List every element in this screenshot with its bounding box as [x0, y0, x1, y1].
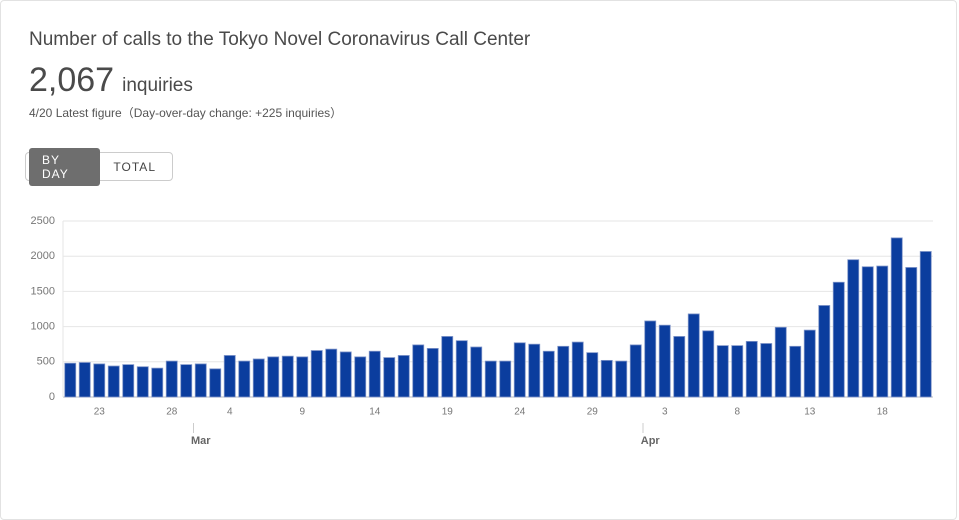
bar [716, 345, 729, 398]
by-day-button[interactable]: BY DAY [29, 147, 101, 186]
bar [876, 265, 889, 398]
bar [267, 356, 280, 398]
chart: 0 500 1000 1500 2000 2500 23 28 Mar 4 9 14 19 24 29 Apr… [31, 215, 933, 447]
bar [252, 358, 265, 398]
x-tick-label: 19 [442, 407, 454, 418]
y-tick-label: 2000 [31, 250, 55, 262]
bar [151, 367, 164, 398]
x-tick-label: 4 [227, 407, 233, 418]
bar [281, 355, 294, 398]
x-tick-label: 13 [804, 407, 816, 418]
total-button[interactable]: TOTAL [113, 159, 156, 174]
x-tick-label: 14 [369, 407, 381, 418]
x-tick-label: 9 [299, 407, 305, 418]
y-tick-label: 2500 [31, 215, 55, 227]
x-tick-label: 3 [662, 407, 668, 418]
x-tick-label: 8 [734, 407, 740, 418]
x-tick-label: 18 [877, 407, 889, 418]
bar [847, 259, 860, 398]
bar [368, 350, 381, 398]
bar [64, 362, 77, 398]
x-tick-label: 24 [514, 407, 526, 418]
bar [890, 237, 903, 398]
bar [658, 324, 671, 398]
bar [702, 330, 715, 398]
bar [455, 340, 468, 398]
bar [905, 267, 918, 398]
figure: 2,067 inquiries [29, 61, 193, 100]
bar [325, 348, 338, 398]
y-tick-label: 1500 [31, 285, 55, 297]
bar [122, 364, 135, 398]
bar [165, 360, 178, 398]
bar [78, 362, 91, 398]
bar [397, 355, 410, 398]
bar [557, 345, 570, 398]
x-tick-label: 28 [166, 407, 178, 418]
bar [789, 345, 802, 398]
bar [470, 346, 483, 398]
bar [818, 305, 831, 398]
bar [194, 363, 207, 398]
bar [774, 326, 787, 398]
bar [354, 356, 367, 398]
bar [615, 360, 628, 398]
y-tick-label: 0 [49, 391, 55, 403]
bar [339, 351, 352, 398]
bar [803, 329, 816, 398]
bar [441, 336, 454, 398]
y-tick-label: 500 [37, 356, 55, 368]
bar [571, 341, 584, 398]
bar [673, 336, 686, 398]
note: 4/20 Latest figure（Day-over-day change: … [29, 106, 343, 120]
bar [919, 251, 932, 398]
bar [223, 355, 236, 398]
title: Number of calls to the Tokyo Novel Coron… [29, 29, 531, 50]
bar [629, 344, 642, 398]
bar [861, 266, 874, 398]
bar [426, 348, 439, 398]
bar [745, 340, 758, 398]
figure-unit: inquiries [122, 75, 193, 96]
y-tick-label: 1000 [31, 321, 55, 333]
bar [687, 313, 700, 398]
bar [412, 344, 425, 398]
bar [499, 360, 512, 398]
bar [296, 356, 309, 398]
bar [832, 281, 845, 398]
month-label: Apr [641, 435, 661, 447]
month-label: Mar [191, 435, 211, 447]
bar [93, 363, 106, 398]
bar [731, 345, 744, 398]
bar [310, 350, 323, 398]
bar [107, 365, 120, 398]
bar [644, 320, 657, 398]
bar [513, 342, 526, 398]
toggle: BY DAY TOTAL [25, 147, 173, 186]
bar [238, 360, 251, 398]
bar [484, 360, 497, 398]
bar [542, 350, 555, 398]
bar [586, 352, 599, 398]
bar [136, 366, 149, 398]
bar [528, 343, 541, 398]
x-tick-label: 23 [94, 407, 106, 418]
x-tick-label: 29 [587, 407, 599, 418]
bar [209, 368, 222, 398]
bar [383, 357, 396, 398]
bar [600, 359, 613, 398]
figure-number: 2,067 [29, 61, 115, 99]
bar [180, 364, 193, 398]
bar [760, 343, 773, 398]
